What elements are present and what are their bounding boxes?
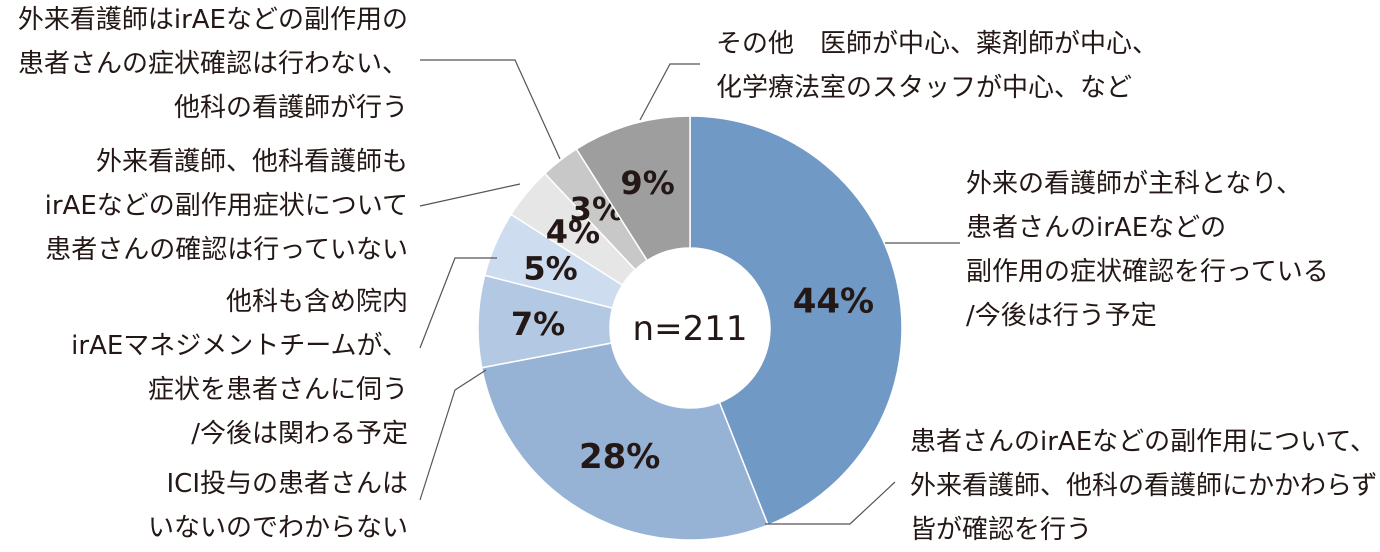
donut-hole: [610, 248, 770, 408]
label-line: /今後は行う予定: [966, 301, 1157, 331]
value-label-4: 5%: [523, 250, 577, 288]
label-line: いないのでわからない: [147, 513, 408, 543]
center-text: n=211: [633, 309, 748, 349]
label-slice-2: 患者さんのirAEなどの副作用について、 外来看護師、他科の看護師にかかわらず …: [910, 420, 1377, 552]
label-line: 外来の看護師が主科となり、: [966, 169, 1303, 199]
value-label-7: 9%: [620, 164, 674, 202]
leader-line-5: [419, 183, 521, 207]
label-line: 皆が確認を行う: [910, 515, 1093, 545]
label-line: 化学療法室のスタッフが中心、など: [716, 73, 1133, 103]
label-line: /今後は関わる予定: [191, 419, 408, 449]
label-line: 症状を患者さんに伺う: [147, 375, 408, 405]
label-line: 外来看護師はirAEなどの副作用の: [17, 5, 408, 35]
label-line: 副作用の症状確認を行っている: [966, 257, 1329, 287]
leader-line-7: [639, 63, 700, 121]
label-slice-7: その他 医師が中心、薬剤師が中心、 化学療法室のスタッフが中心、など: [716, 22, 1158, 110]
label-line: irAEマネジメントチームが、: [71, 331, 408, 361]
value-label-2: 28%: [579, 437, 660, 477]
label-line: irAEなどの副作用症状について: [44, 191, 408, 221]
value-label-3: 7%: [511, 305, 565, 343]
leader-line-4: [419, 257, 497, 349]
label-slice-1: 外来の看護師が主科となり、 患者さんのirAEなどの 副作用の症状確認を行ってい…: [966, 162, 1329, 338]
label-line: 患者さんのirAEなどの副作用について、: [910, 427, 1377, 457]
label-slice-6: 外来看護師はirAEなどの副作用の 患者さんの症状確認は行わない、 他科の看護師…: [18, 0, 408, 130]
label-line: 他科の看護師が行う: [173, 93, 408, 123]
label-line: 患者さんの確認は行っていない: [45, 235, 408, 265]
label-line: 外来看護師、他科看護師も: [95, 147, 408, 177]
label-line: ICI投与の患者さんは: [166, 469, 409, 499]
label-line: 他科も含め院内: [225, 287, 408, 317]
label-slice-5: 外来看護師、他科看護師も irAEなどの副作用症状について 患者さんの確認は行っ…: [45, 140, 408, 272]
label-slice-3: ICI投与の患者さんは いないのでわからない: [148, 462, 408, 550]
label-line: 患者さんのirAEなどの: [966, 213, 1227, 243]
value-label-1: 44%: [793, 282, 874, 322]
leader-line-2: [765, 481, 896, 525]
leader-line-6: [420, 59, 561, 160]
label-line: 患者さんの症状確認は行わない、: [17, 49, 408, 79]
label-line: その他 医師が中心、薬剤師が中心、: [716, 29, 1159, 59]
label-line: 外来看護師、他科の看護師にかかわらず: [910, 471, 1378, 501]
leader-line-3: [419, 369, 487, 501]
label-slice-4: 他科も含め院内 irAEマネジメントチームが、 症状を患者さんに伺う /今後は関…: [71, 280, 408, 456]
